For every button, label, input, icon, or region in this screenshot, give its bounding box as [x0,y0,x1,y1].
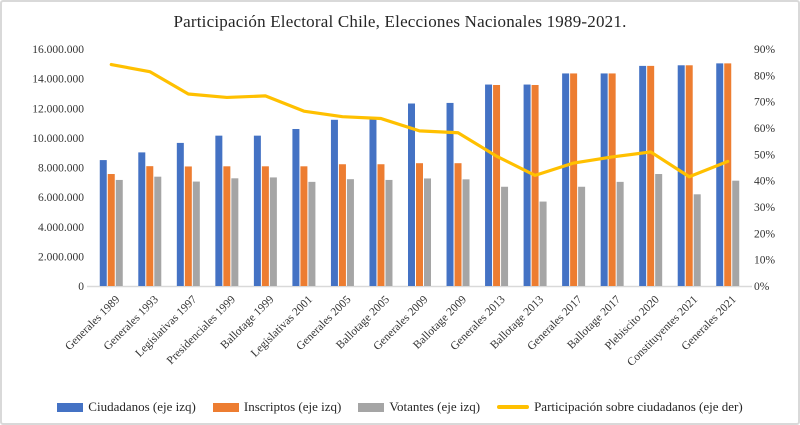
ciudadanos-bar-13 [600,73,608,286]
ciudadanos-bar-5 [292,128,300,286]
inscriptos-bar-4 [261,166,269,286]
ciudadanos-bar-15 [677,65,685,286]
chart-title: Participación Electoral Chile, Eleccione… [173,12,627,31]
inscriptos-bar-14 [647,65,655,286]
inscriptos-bar-13 [608,73,616,286]
left-axis-tick: 4.000.000 [38,222,84,234]
x-axis-label: Presidenciales 1999 [165,293,238,366]
votantes-bar-5 [308,181,316,286]
ciudadanos-bar-12 [562,73,570,286]
ciudadanos-bar-8 [408,103,415,286]
legend-bar-swatch-ciudadanos [57,402,84,412]
votantes-bar-12 [578,186,586,286]
inscriptos-bar-2 [184,166,192,286]
votantes-bar-4 [269,177,277,286]
left-axis-tick: 12.000.000 [32,103,84,115]
x-axis-label: Constituyentes 2021 [625,293,700,368]
inscriptos-bar-11 [531,84,539,287]
ciudadanos-bar-7 [369,119,377,287]
votantes-bar-7 [385,179,393,286]
legend-bar-swatch-votantes [358,402,385,412]
inscriptos-bar-1 [146,166,154,286]
right-axis-tick: 20% [754,228,776,240]
inscriptos-bar-12 [570,73,578,286]
ciudadanos-bar-11 [523,84,531,286]
left-axis-tick: 16.000.000 [32,44,84,56]
ciudadanos-bar-4 [253,135,261,286]
ciudadanos-bar-1 [138,152,146,286]
right-axis-tick: 60% [754,123,776,135]
legend-line-swatch-participacion [497,405,530,409]
left-axis-tick: 0 [78,281,84,293]
left-axis-tick: 14.000.000 [32,74,84,86]
legend-label-participacion: Participación sobre ciudadanos (eje der) [534,399,743,414]
right-axis-tick: 70% [754,97,776,109]
votantes-bar-16 [732,180,740,286]
votantes-bar-3 [231,178,239,286]
chart-legend: Ciudadanos (eje izq) Inscriptos (eje izq)… [2,399,798,415]
left-axis-tick: 10.000.000 [32,133,84,145]
legend-item-ciudadanos: Ciudadanos (eje izq) [57,399,196,415]
ciudadanos-bar-16 [716,63,724,287]
ciudadanos-bar-10 [485,84,493,286]
legend-bar-swatch-inscriptos [212,402,239,412]
votantes-bar-15 [693,194,701,286]
votantes-bar-10 [501,186,509,286]
legend-item-votantes: Votantes (eje izq) [358,399,480,415]
inscriptos-bar-8 [416,163,423,286]
left-axis-tick: 6.000.000 [38,192,84,204]
votantes-bar-13 [616,181,624,286]
left-axis-tick: 2.000.000 [38,251,84,263]
inscriptos-bar-6 [338,164,346,286]
legend-item-inscriptos: Inscriptos (eje izq) [212,399,342,415]
votantes-bar-0 [115,179,123,286]
votantes-bar-6 [346,179,354,286]
ciudadanos-bar-0 [99,160,107,286]
right-axis-tick: 80% [754,70,776,82]
inscriptos-bar-10 [493,84,501,287]
ciudadanos-bar-6 [330,119,338,286]
votantes-bar-14 [655,174,663,286]
inscriptos-bar-5 [300,166,308,286]
inscriptos-bar-9 [454,163,462,286]
right-axis-tick: 10% [754,255,776,267]
votantes-bar-2 [192,181,200,286]
votantes-bar-11 [539,201,547,286]
participation-line [109,62,730,179]
legend-label-ciudadanos: Ciudadanos (eje izq) [88,399,196,414]
right-axis-tick: 40% [754,176,776,188]
left-axis-tick: 8.000.000 [38,163,84,175]
inscriptos-bar-0 [107,174,115,286]
right-axis-tick: 30% [754,202,776,214]
right-axis-tick: 50% [754,149,776,161]
legend-label-inscriptos: Inscriptos (eje izq) [243,399,342,414]
legend-item-participacion: Participación sobre ciudadanos (eje der) [497,399,743,415]
legend-label-votantes: Votantes (eje izq) [389,399,481,414]
ciudadanos-bar-14 [639,65,647,286]
votantes-bar-1 [154,176,162,286]
inscriptos-bar-3 [223,166,231,286]
ciudadanos-bar-9 [446,102,454,286]
right-axis-tick: 90% [754,44,776,56]
inscriptos-bar-7 [377,164,385,286]
ciudadanos-bar-2 [176,142,184,286]
right-axis-tick: 0% [754,281,770,293]
votantes-bar-9 [462,179,470,286]
ciudadanos-bar-3 [215,135,223,286]
inscriptos-bar-16 [724,63,732,287]
votantes-bar-8 [424,178,431,286]
